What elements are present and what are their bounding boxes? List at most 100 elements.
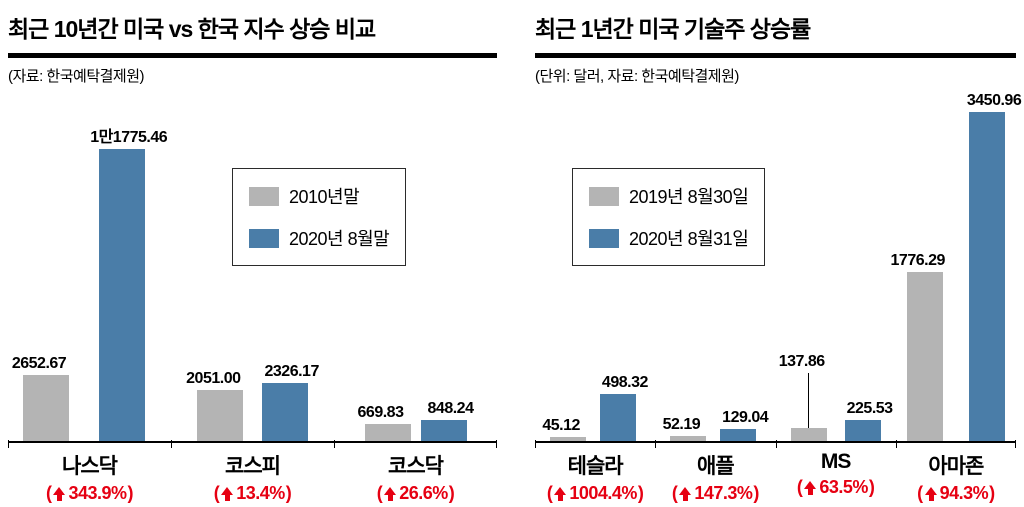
bar-gray (364, 424, 411, 441)
bar-value-label: 848.24 (427, 399, 474, 417)
label-leader-line (808, 372, 810, 428)
x-axis-category: 코스닥(26.6%) (334, 450, 497, 504)
paren-open: ( (376, 483, 383, 503)
category-label: 코스닥 (388, 455, 444, 478)
category-label: 아마존 (928, 455, 984, 478)
bar-with-label: 52.19 (663, 416, 708, 441)
bar-blue (844, 419, 881, 441)
x-axis-labels: 나스닥 (343.9%) 코스피(13.4%) 코스닥(26.6%) (8, 450, 497, 504)
bar-value-label: 669.83 (357, 404, 404, 422)
chart-panel-us-vs-korea-index: 최근 10년간 미국 vs 한국 지수 상승 비교 (자료: 한국예탁결제원) … (8, 10, 497, 503)
bar-value-label: 1만1775.46 (90, 128, 168, 146)
category-label: 나스닥 (62, 455, 118, 478)
legend-label: 2020년 8월말 (289, 229, 390, 249)
paren-close: ) (127, 483, 134, 503)
bar-gray (906, 271, 943, 441)
bar-value-label: 3450.96 (966, 92, 1022, 110)
bar-value-label: 498.32 (601, 373, 648, 391)
legend-item: 2019년 8월30일 (589, 183, 749, 209)
paren-close: ) (637, 483, 644, 503)
paren-open: ( (546, 483, 553, 503)
axis-tick (535, 440, 536, 448)
category-label: 테슬라 (567, 455, 624, 478)
percent-change-label: (63.5%) (797, 477, 875, 498)
legend-item: 2020년 8월말 (249, 225, 390, 251)
bar-value-label: 225.53 (846, 399, 893, 417)
bar-blue (261, 383, 308, 441)
paren-open: ( (213, 483, 220, 503)
up-arrow-icon (924, 486, 938, 501)
category-label: 애플 (697, 455, 735, 478)
bar-value-label: 45.12 (542, 416, 580, 434)
axis-tick (8, 440, 9, 448)
percent-change-label: (13.4%) (214, 483, 292, 504)
bar-blue (599, 393, 636, 441)
bar-value-label: 52.19 (662, 416, 701, 434)
bar-blue (420, 419, 467, 441)
percent-value: 94.3% (939, 483, 989, 503)
paren-open: ( (671, 483, 678, 503)
bar-group: 1776.29 3450.96 (891, 92, 1022, 441)
plot-area: 45.12 498.32 52.19 129.04 137.86 225.53 1776.2… (535, 92, 1022, 448)
chart-title: 최근 1년간 미국 기술주 상승률 (535, 10, 1016, 58)
legend-swatch (249, 186, 279, 206)
bar-value-label: 137.86 (778, 352, 825, 370)
bar-gray (790, 427, 827, 441)
legend-label: 2019년 8월30일 (629, 187, 749, 207)
paren-close: ) (753, 483, 759, 503)
bar-value-label: 1776.29 (890, 251, 946, 269)
percent-change-label: (94.3%) (917, 483, 995, 504)
bar-blue (98, 148, 145, 441)
bar-gray (670, 436, 707, 441)
bar-value-label: 2652.67 (11, 355, 67, 373)
up-arrow-icon (554, 486, 567, 501)
bar-blue (720, 428, 757, 441)
percent-change-label: (147.3%) (671, 483, 760, 504)
x-axis-category: 아마존 (94.3%) (896, 450, 1016, 504)
legend-item: 2020년 8월31일 (589, 225, 749, 251)
legend-label: 2020년 8월31일 (629, 229, 749, 249)
percent-change-label: (1004.4%) (547, 483, 644, 504)
legend-item: 2010년말 (249, 183, 389, 209)
bar-with-label: 129.04 (715, 409, 769, 441)
bar-gray (23, 375, 70, 441)
percent-value: 343.9% (68, 483, 127, 503)
percent-value: 147.3% (694, 483, 753, 503)
x-axis-category: 코스피(13.4%) (171, 450, 334, 504)
paren-open: ( (917, 483, 923, 503)
bar-group: 669.83 848.24 (334, 400, 497, 441)
bar-with-label: 137.86 (779, 353, 832, 441)
axis-tick (1015, 440, 1016, 448)
bar-with-label: 498.32 (595, 374, 648, 441)
axis-tick (775, 440, 777, 448)
bar-value-label: 2051.00 (186, 370, 241, 388)
legend: 2019년 8월30일 2020년 8월31일 (572, 168, 766, 266)
bar-with-label: 669.83 (358, 404, 411, 441)
chart-source-note: (자료: 한국예탁결제원) (8, 68, 145, 85)
bar-value-label: 2326.17 (264, 363, 320, 381)
chart-source-note: (단위: 달러, 자료: 한국예탁결제원) (535, 68, 739, 85)
percent-value: 1004.4% (569, 483, 637, 503)
percent-value: 26.6% (399, 483, 448, 503)
x-axis-category: MS (63.5%) (776, 450, 896, 504)
up-arrow-icon (221, 486, 234, 501)
legend: 2010년말 2020년 8월말 (232, 168, 407, 266)
axis-tick (895, 440, 897, 448)
bar-group: 52.19 129.04 (655, 409, 775, 441)
bar-with-label: 1만1775.46 (83, 123, 168, 441)
bar-group: 2652.67 1만1775.46 (8, 123, 171, 441)
bar-group: 45.12 498.32 (535, 374, 655, 441)
legend-label: 2010년말 (289, 187, 360, 207)
up-arrow-icon (679, 486, 692, 501)
percent-value: 63.5% (819, 477, 868, 497)
chart-title: 최근 10년간 미국 vs 한국 지수 상승 비교 (8, 10, 497, 58)
bar-with-label: 2051.00 (186, 370, 247, 441)
plot-area: 2652.67 1만1775.46 2051.00 2326.17 669.83 848.… (8, 129, 497, 448)
x-axis-category: 애플 (147.3%) (655, 450, 775, 504)
axis-tick (333, 440, 335, 448)
bar-group: 2051.00 2326.17 (171, 363, 334, 441)
bar-with-label: 1776.29 (891, 252, 952, 441)
percent-value: 13.4% (236, 483, 285, 503)
bar-gray (550, 436, 587, 441)
